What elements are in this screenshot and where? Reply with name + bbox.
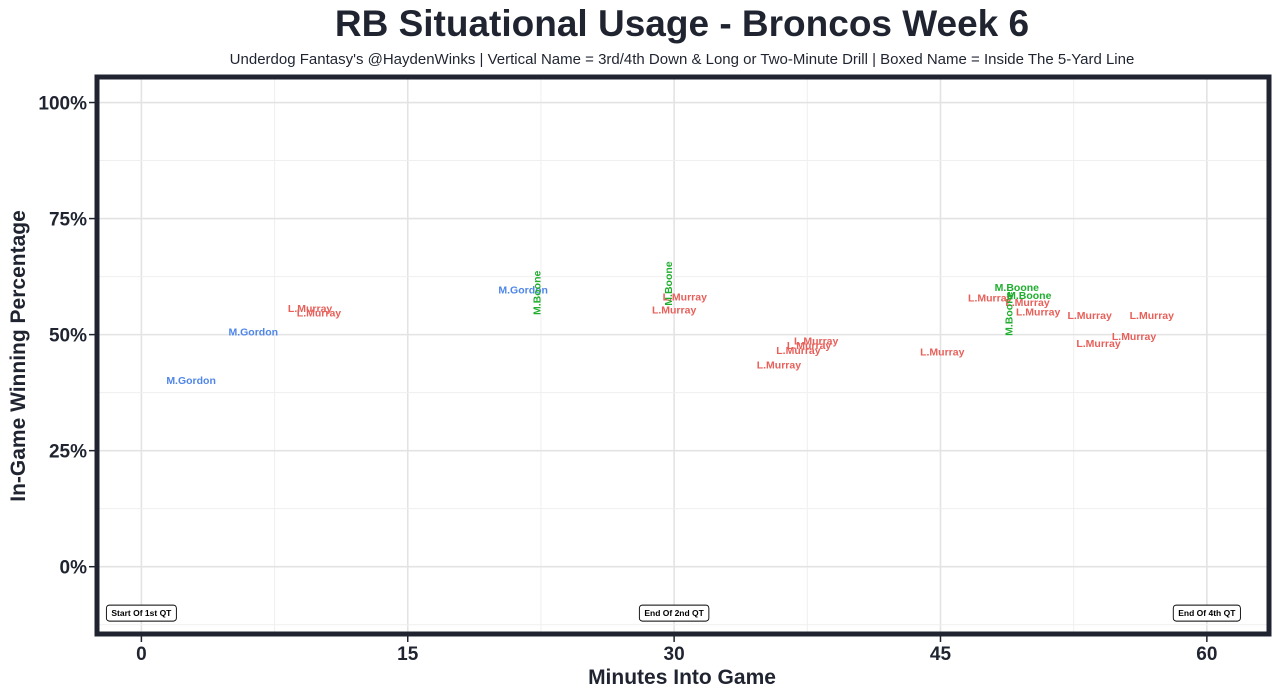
chart-title: RB Situational Usage - Broncos Week 6 [335,3,1029,44]
y-tick-label: 25% [49,442,87,463]
point-label: M.Boone [531,271,543,315]
y-axis-ticks: 0% 25% 50% 75% 100% [38,94,95,579]
point-label: L.Murray [1005,297,1050,309]
point-label: M.Gordon [228,326,278,338]
quarter-annotation: End Of 2nd QT [638,604,710,622]
point-label: L.Murray [968,292,1013,304]
y-tick-label: 100% [38,94,87,115]
point-label: L.Murray [776,345,821,357]
point-label: L.Murray [920,346,965,358]
point-label: L.Murray [663,291,708,303]
plot-border [94,74,1272,637]
x-tick-label: 30 [664,644,685,665]
x-axis-title: Minutes Into Game [588,666,776,689]
point-label: M.Boone [663,261,675,305]
annotation-box [1172,604,1241,622]
annotation-label: End Of 2nd QT [644,608,704,618]
annotation-label: End Of 4th QT [1178,608,1236,618]
chart-subtitle: Underdog Fantasy's @HaydenWinks | Vertic… [230,51,1135,68]
x-tick-label: 15 [397,644,419,665]
point-label: L.Murray [1130,310,1175,322]
annotation-box [105,604,177,622]
point-label: L.Murray [757,360,802,372]
y-tick-label: 75% [49,210,87,231]
point-label: L.Murray [652,304,697,316]
point-label: L.Murray [787,340,832,352]
point-label: M.Boone [995,282,1039,294]
point-label: L.Murray [1076,338,1121,350]
point-label: L.Murray [1016,306,1061,318]
point-label: L.Murray [297,308,342,320]
grid-lines [97,77,1269,634]
annotation-label: Start Of 1st QT [111,608,172,618]
quarter-annotations: Start Of 1st QT End Of 2nd QT End Of 4th Q… [105,604,1241,622]
point-label: M.Gordon [498,285,548,297]
point-label: M.Boone [1007,290,1051,302]
quarter-annotation: Start Of 1st QT [105,604,177,622]
x-tick-label: 0 [136,644,147,665]
y-axis-title: In-Game Winning Percentage [7,210,30,502]
x-tick-label: 45 [930,644,952,665]
point-label: L.Murray [1067,310,1112,322]
point-label: L.Murray [288,303,333,315]
point-label: M.Boone [1004,291,1016,335]
x-axis-ticks: 0 15 30 45 60 [136,636,1217,665]
y-tick-label: 0% [60,558,88,579]
point-label: M.Gordon [166,375,216,387]
y-tick-label: 50% [49,326,87,347]
quarter-annotation: End Of 4th QT [1172,604,1241,622]
annotation-box [638,604,710,622]
point-labels: M.GordonM.GordonL.MurrayL.MurrayM.Gordon… [166,261,1174,387]
point-label: L.Murray [794,336,839,348]
x-tick-label: 60 [1196,644,1217,665]
point-label: L.Murray [1112,331,1157,343]
